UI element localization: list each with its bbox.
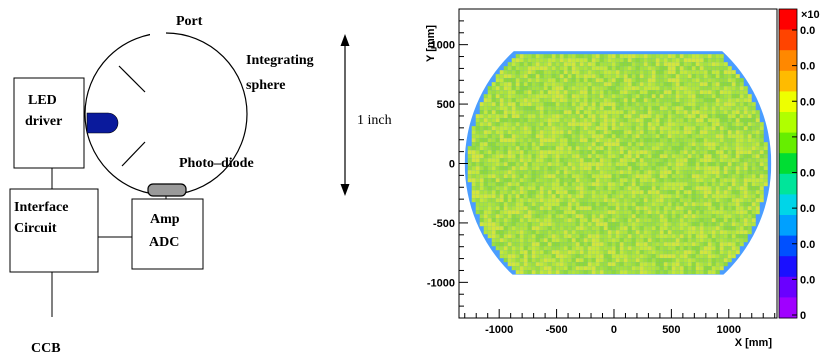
colorbar-segment <box>779 29 797 51</box>
colorbar-segment <box>779 215 797 237</box>
x-tick-label: -1000 <box>485 324 513 336</box>
colorbar-segment <box>779 235 797 257</box>
scale-label: 1 inch <box>357 113 392 128</box>
colorbar-segment <box>779 173 797 195</box>
amp-adc-label-1: Amp <box>150 212 180 227</box>
colorbar-segment <box>779 153 797 175</box>
led-driver-label-1: LED <box>28 93 57 108</box>
interface-circuit-box <box>9 188 99 273</box>
colorbar-segment <box>779 132 797 154</box>
y-tick-label: 1000 <box>431 40 455 52</box>
ccb-label: CCB <box>31 341 61 356</box>
colorbar-exponent: ×10 <box>801 9 820 21</box>
colorbar-label: 0.0 <box>800 25 815 37</box>
colorbar-label: 0.0 <box>800 132 815 144</box>
colorbar-segment <box>779 9 797 31</box>
interface-label-1: Interface <box>14 200 68 215</box>
baffle-top <box>118 65 146 93</box>
colorbar-label: 0.0 <box>800 168 815 180</box>
y-tick-label: -500 <box>433 218 455 230</box>
led-driver-box <box>13 77 85 169</box>
colorbar-segment <box>779 70 797 92</box>
colorbar-label: 0.0 <box>800 96 815 108</box>
y-axis: -1000 -500 0 500 1000 <box>427 8 468 319</box>
amp-adc-label-2: ADC <box>149 235 179 250</box>
colorbar-segment <box>779 50 797 72</box>
y-tick-label: 500 <box>437 99 455 111</box>
x-axis-label: X [mm] <box>735 337 773 349</box>
baffle-bottom <box>121 141 146 167</box>
y-tick-label: 0 <box>449 159 455 171</box>
heatmap-chart: -1000 -500 0 500 1000 -1000 -500 0 500 1000 X [m… <box>425 8 820 349</box>
photodiode-icon <box>147 183 187 197</box>
colorbar-segment <box>779 194 797 216</box>
colorbar: 0.0 0.0 0.0 0.0 0.0 0.0 0.0 0.0 0 <box>778 8 815 322</box>
led-driver-label-2: driver <box>25 114 62 129</box>
port-opening <box>150 28 166 36</box>
amp-adc-box <box>131 198 204 270</box>
scale-arrow <box>340 34 350 196</box>
schematic: LED driver Interface Circuit Amp ADC Por… <box>9 14 392 356</box>
x-tick-label: 500 <box>662 324 680 336</box>
led-icon <box>86 112 119 134</box>
y-tick-label: -1000 <box>427 277 455 289</box>
x-axis: -1000 -500 0 500 1000 <box>464 309 776 336</box>
x-tick-label: 1000 <box>717 324 741 336</box>
colorbar-segment <box>779 297 797 319</box>
heatmap-cells <box>467 54 768 275</box>
colorbar-label: 0.0 <box>800 239 815 251</box>
sphere-label-2: sphere <box>246 78 285 93</box>
colorbar-label: 0.0 <box>800 61 815 73</box>
colorbar-segment <box>779 91 797 113</box>
colorbar-label: 0 <box>800 310 806 322</box>
colorbar-label: 0.0 <box>800 203 815 215</box>
interface-label-2: Circuit <box>14 221 57 236</box>
heatmap-region <box>464 51 772 275</box>
colorbar-segment <box>779 276 797 298</box>
port-label: Port <box>176 14 203 29</box>
x-tick-label: 0 <box>611 324 617 336</box>
x-tick-label: -500 <box>546 324 568 336</box>
y-axis-label: Y [mm] <box>425 25 437 62</box>
colorbar-segment <box>779 112 797 134</box>
sphere-label-1: Integrating <box>246 53 314 68</box>
colorbar-frame <box>778 8 798 319</box>
photodiode-label: Photo–diode <box>179 156 254 171</box>
colorbar-segment <box>779 256 797 278</box>
colorbar-label: 0.0 <box>800 274 815 286</box>
